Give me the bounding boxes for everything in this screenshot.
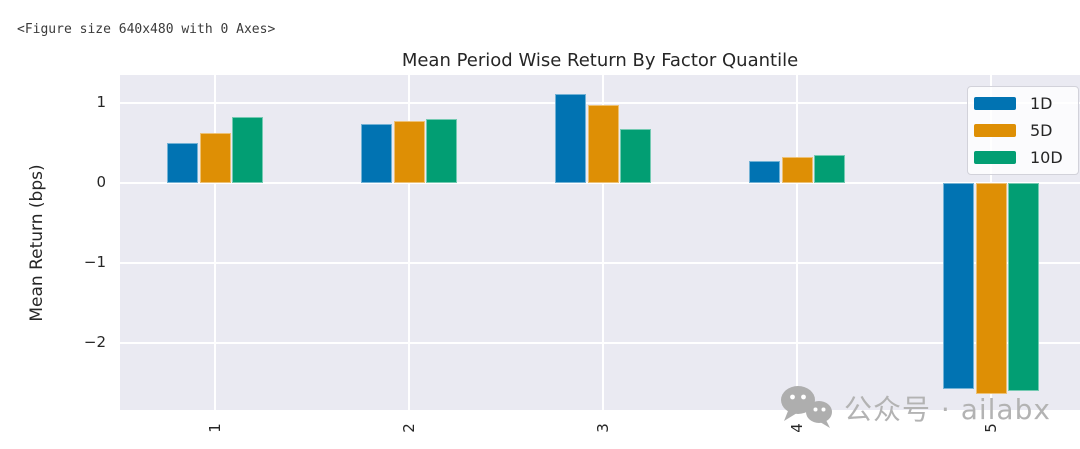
gridline-vertical [214,75,216,410]
bar-10d-q2 [426,119,457,183]
y-tick-label: 0 [96,173,106,191]
legend-swatch-10d [974,151,1016,164]
legend-item: 1D [974,90,1078,117]
legend: 1D 5D 10D [967,86,1079,175]
gridline-vertical [408,75,410,410]
watermark: 公众号 · ailabx [779,385,1051,431]
legend-swatch-1d [974,97,1016,110]
watermark-text: 公众号 · ailabx [844,393,1051,426]
bar-1d-q1 [167,143,198,183]
x-tick-label: 2 [400,423,418,433]
legend-swatch-5d [974,124,1016,137]
y-axis-label: Mean Return (bps) [27,164,47,322]
y-tick-label: −2 [83,333,106,351]
bar-10d-q3 [620,129,651,183]
gridline-vertical [796,75,798,410]
legend-label: 1D [1030,94,1053,113]
legend-label: 10D [1030,148,1063,167]
figure-size-note: <Figure size 640x480 with 0 Axes> [17,22,276,37]
gridline-horizontal [120,102,1080,104]
plot-area [120,75,1080,410]
x-tick-label: 1 [206,423,224,433]
gridline-horizontal [120,342,1080,344]
bar-10d-q5 [1008,183,1039,391]
chart-title: Mean Period Wise Return By Factor Quanti… [401,50,799,71]
gridline-horizontal [120,262,1080,264]
legend-item: 5D [974,117,1078,144]
bar-10d-q4 [814,155,845,183]
bar-5d-q3 [587,105,619,183]
y-tick-label: −1 [83,253,106,271]
bar-1d-q3 [555,94,586,183]
y-tick-label: 1 [96,93,106,111]
x-tick-label: 3 [594,423,612,433]
bar-5d-q2 [393,121,425,183]
bar-1d-q5 [943,183,974,390]
bar-10d-q1 [232,117,263,183]
legend-label: 5D [1030,121,1053,140]
legend-item: 10D [974,144,1078,171]
bar-5d-q4 [781,157,813,183]
bar-5d-q5 [975,183,1007,395]
wechat-icon [779,384,835,432]
gridline-horizontal [120,182,1080,184]
gridline-vertical [602,75,604,410]
bar-1d-q2 [361,123,392,183]
bar-1d-q4 [749,160,780,183]
bar-5d-q1 [199,133,231,183]
